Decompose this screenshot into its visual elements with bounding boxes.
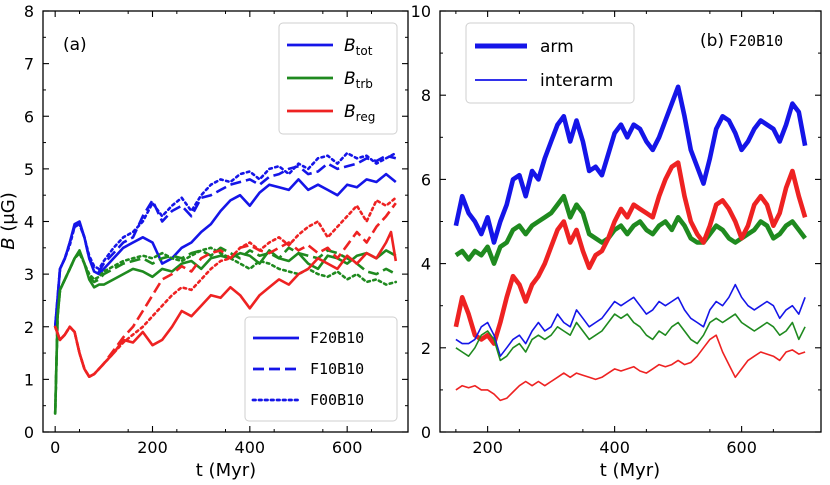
panel-a-ticks: 0 1 2 3 4 5 6 7 8 0 200 400 600: [24, 2, 408, 457]
series-f00b10-tot: [53, 151, 398, 329]
panel-b-series: [453, 84, 808, 402]
legend-components-box: [278, 22, 398, 135]
panel-b-model: F20B10: [729, 32, 783, 50]
legend-models-box: [244, 316, 398, 422]
legend-regions-box: [465, 22, 635, 104]
b-xtick-label: 200: [472, 438, 503, 457]
series-f00b10-reg: [53, 196, 398, 379]
legend-label-f10b10: F10B10: [310, 360, 364, 378]
b-ytick-label: 8: [421, 86, 431, 105]
a-ytick-label: 0: [24, 423, 34, 442]
panel-a-series: [53, 151, 398, 415]
panel-b-ticks: 0 2 4 6 8 10 200 400 600: [411, 2, 821, 457]
a-xtick-label: 0: [50, 438, 60, 457]
panel-b-xlabel: t (Myr): [600, 460, 660, 481]
series-interarm-tot: [455, 283, 806, 358]
a-ytick-label: 1: [24, 370, 34, 389]
a-ytick-label: 2: [24, 318, 34, 337]
legend-label-trb: Btrb: [344, 69, 373, 91]
legend-label-tot: Btot: [344, 36, 373, 58]
b-ytick-label: 10: [411, 2, 431, 21]
a-xtick-label: 400: [235, 438, 266, 457]
a-xtick-label: 200: [137, 438, 168, 457]
series-interarm-reg: [455, 334, 806, 402]
legend-label-f00b10: F00B10: [310, 391, 364, 409]
legend-label-arm: arm: [540, 37, 574, 57]
b-ytick-label: 2: [421, 339, 431, 358]
legend-label-f20b10: F20B10: [310, 329, 364, 347]
panel-a-label: (a): [63, 35, 87, 55]
b-ytick-label: 6: [421, 170, 431, 189]
legend-label-interarm: interarm: [540, 71, 613, 91]
series-f00b10-trb: [53, 246, 398, 415]
b-xtick-label: 600: [726, 438, 757, 457]
b-ytick-label: 4: [421, 255, 431, 274]
series-arm-tot: [453, 84, 808, 245]
panel-b-label: (b): [700, 31, 724, 51]
legend-components: Btot Btrb Breg: [278, 22, 398, 135]
legend-regions: arm interarm: [465, 22, 635, 104]
series-interarm-trb: [455, 313, 806, 362]
b-xtick-label: 400: [599, 438, 630, 457]
a-ytick-label: 6: [24, 107, 34, 126]
a-ytick-label: 3: [24, 265, 34, 284]
a-ytick-label: 5: [24, 160, 34, 179]
panel-a: 0 1 2 3 4 5 6 7 8 0 200 400 600 (a) B (μG) t (Myr) B…: [0, 2, 409, 481]
a-xtick-label: 600: [332, 438, 363, 457]
series-arm-trb: [454, 193, 807, 266]
b-ytick-label: 0: [421, 423, 431, 442]
panel-a-ylabel: B (μG): [0, 192, 19, 250]
a-ytick-label: 7: [24, 55, 34, 74]
legend-models: F20B10 F10B10 F00B10: [244, 316, 398, 422]
series-arm-reg: [453, 160, 808, 346]
panel-a-xlabel: t (Myr): [196, 460, 256, 481]
legend-label-reg: Breg: [344, 102, 375, 124]
a-ytick-label: 8: [24, 2, 34, 21]
panel-b: 0 2 4 6 8 10 200 400 600 (b) F20B10 t (Myr) arm i…: [411, 2, 822, 481]
a-ytick-label: 4: [24, 213, 34, 232]
